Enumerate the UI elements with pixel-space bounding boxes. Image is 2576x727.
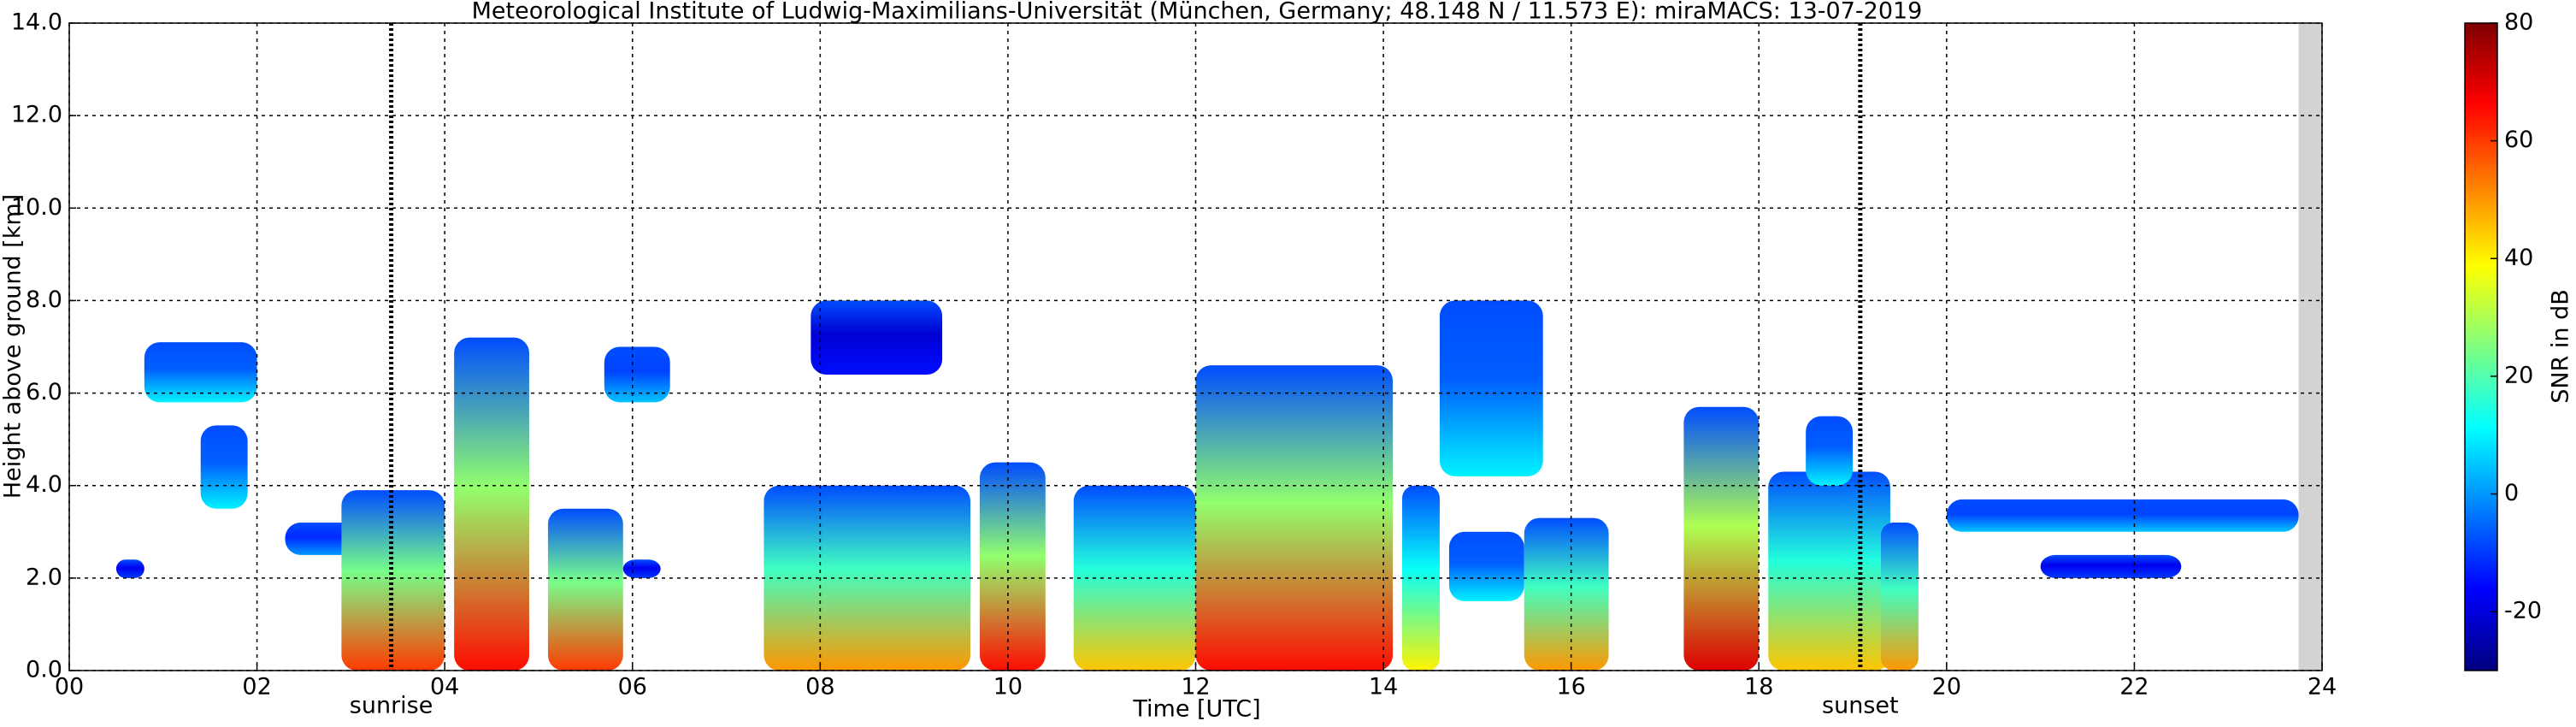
plot-frame	[68, 22, 2323, 671]
radar-echo	[454, 337, 529, 671]
x-tick-label: 20	[1932, 674, 1961, 700]
x-tick-label: 18	[1744, 674, 1773, 700]
x-tick-label: 10	[993, 674, 1023, 700]
x-tick-label: 16	[1556, 674, 1585, 700]
radar-echo	[341, 490, 445, 671]
radar-echo	[1439, 300, 1543, 476]
colorbar-tick-label: 80	[2504, 9, 2533, 36]
colorbar-tick-label: -20	[2504, 598, 2542, 624]
radar-echo	[1806, 416, 1854, 486]
radar-echo	[1880, 522, 1919, 671]
y-tick-label: 0.0	[26, 657, 62, 683]
x-tick-label: 00	[55, 674, 84, 700]
x-tick-label: 12	[1181, 674, 1210, 700]
x-axis-label: Time [UTC]	[1132, 696, 1260, 723]
y-tick-label: 2.0	[26, 564, 62, 590]
chart-title: Meteorological Institute of Ludwig-Maxim…	[472, 0, 1923, 25]
radar-echo	[1073, 485, 1196, 671]
radar-echo	[1195, 365, 1394, 671]
radar-echo	[1402, 485, 1440, 671]
colorbar-tick-label: 20	[2504, 362, 2533, 388]
y-tick-label: 12.0	[11, 102, 62, 128]
y-tick-label: 10.0	[11, 194, 62, 221]
radar-echo	[115, 559, 144, 578]
radar-echo	[200, 425, 248, 509]
radar-echo	[811, 300, 943, 375]
radar-echo	[763, 485, 970, 671]
no-data-band	[2298, 23, 2322, 671]
y-axis-label: Height above ground [km]	[0, 194, 27, 499]
radar-echo	[604, 346, 670, 403]
radar-echo	[144, 342, 257, 403]
radar-echo	[979, 462, 1046, 671]
radar-echo	[1448, 531, 1524, 601]
radar-echo	[547, 508, 623, 671]
radar-echo	[1946, 499, 2299, 532]
colorbar-label: SNR in dB	[2548, 289, 2574, 404]
x-tick-label: 22	[2119, 674, 2149, 700]
radar-echo	[1524, 517, 1609, 671]
y-tick-label: 4.0	[26, 471, 62, 498]
colorbar	[2464, 22, 2498, 671]
x-tick-label: 04	[430, 674, 459, 700]
colorbar-tick-label: 60	[2504, 127, 2533, 153]
annotation: sunrise	[350, 693, 433, 719]
annotation: sunset	[1822, 693, 1899, 719]
radar-echo	[1768, 471, 1890, 671]
radar-echo	[2040, 554, 2182, 578]
radar-echo	[1683, 406, 1760, 671]
y-tick-label: 8.0	[26, 287, 62, 313]
colorbar-tick-label: 0	[2504, 480, 2519, 506]
colorbar-tick-label: 40	[2504, 245, 2533, 271]
y-tick-label: 14.0	[11, 9, 62, 36]
x-tick-label: 24	[2308, 674, 2337, 700]
x-tick-label: 02	[242, 674, 271, 700]
y-tick-label: 6.0	[26, 379, 62, 405]
x-tick-label: 14	[1369, 674, 1398, 700]
x-tick-label: 06	[618, 674, 647, 700]
radar-echo	[622, 559, 661, 578]
x-tick-label: 08	[805, 674, 834, 700]
